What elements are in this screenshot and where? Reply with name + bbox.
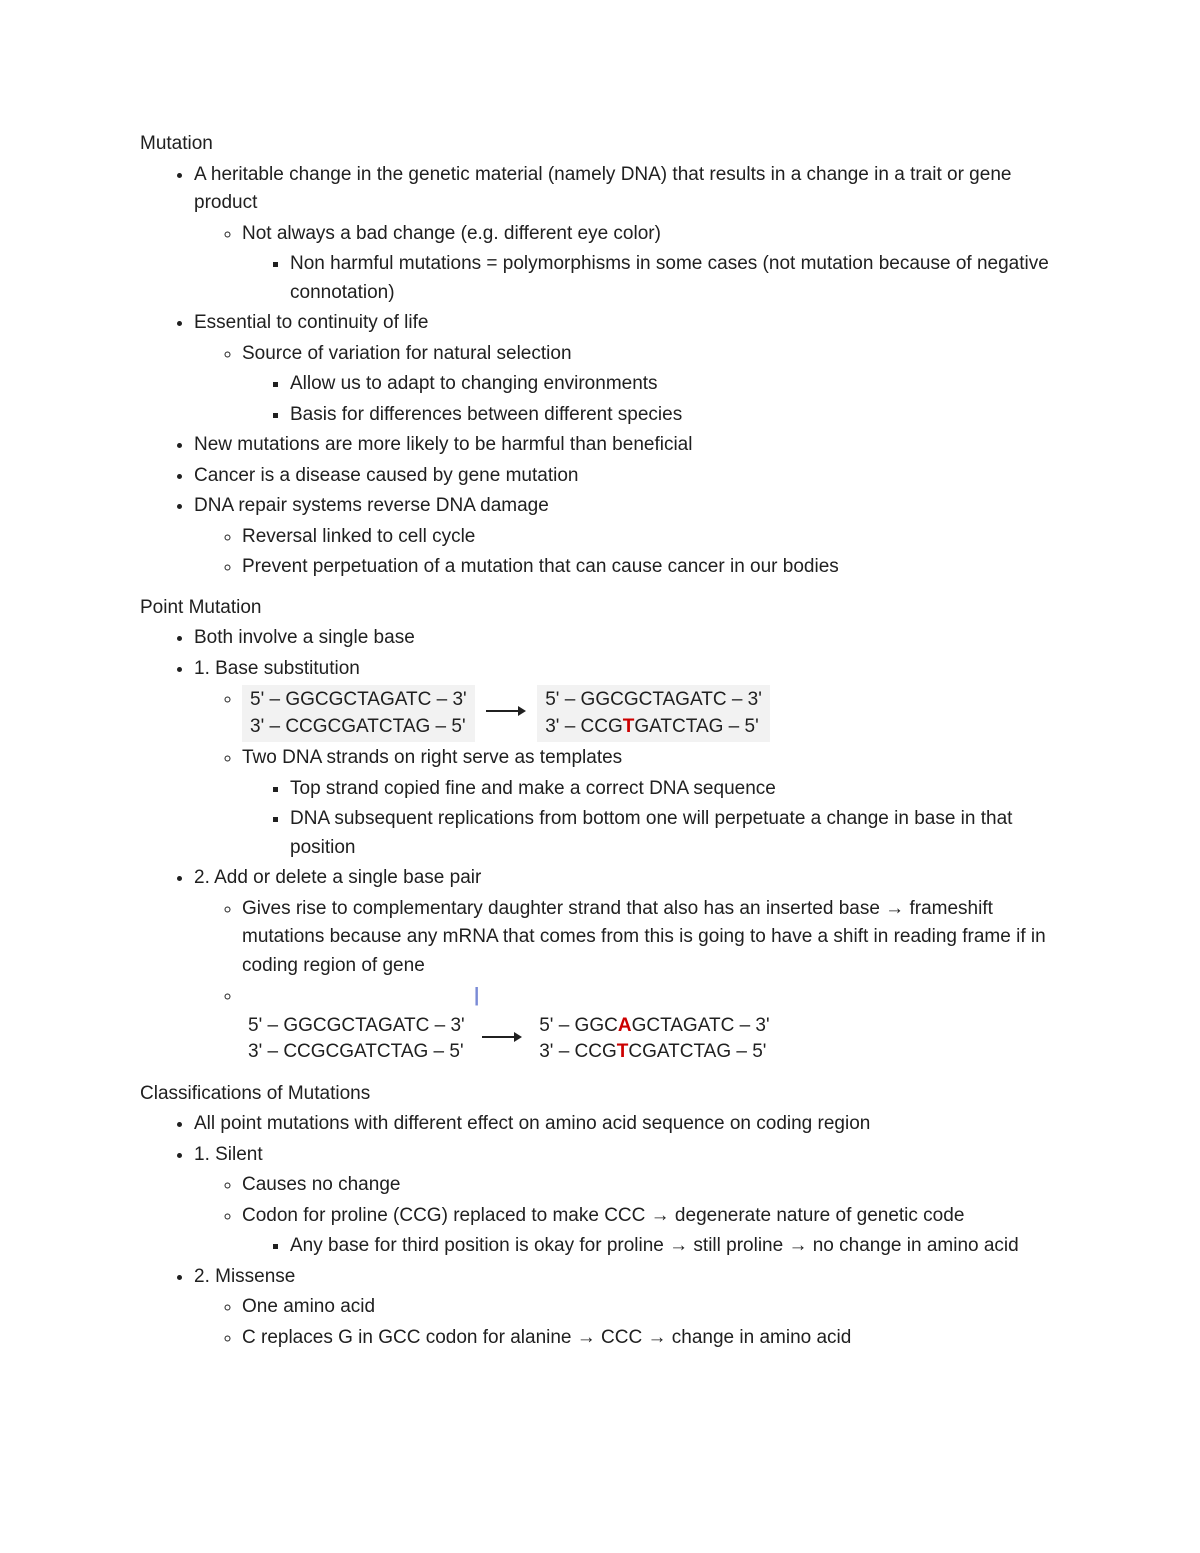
list-classifications: All point mutations with different effec… bbox=[140, 1110, 1060, 1352]
sublist: One amino acid C replaces G in GCC codon… bbox=[194, 1293, 1060, 1352]
sublist: Reversal linked to cell cycle Prevent pe… bbox=[194, 523, 1060, 582]
list-item: C replaces G in GCC codon for alanine → … bbox=[242, 1324, 1060, 1353]
insertion-marker-icon: | bbox=[474, 982, 479, 1011]
list-item: Source of variation for natural selectio… bbox=[242, 340, 1060, 430]
list-item: DNA subsequent replications from bottom … bbox=[290, 805, 1060, 862]
list-mutation: A heritable change in the genetic materi… bbox=[140, 161, 1060, 582]
text: Basis for differences between different … bbox=[290, 404, 682, 425]
dna-right: 5' – GGCAGCTAGATC – 3' 3' – CCGTCGATCTAG… bbox=[533, 1011, 775, 1068]
list-item: A heritable change in the genetic materi… bbox=[194, 161, 1060, 308]
heading-classifications: Classifications of Mutations bbox=[140, 1080, 1060, 1109]
list-item: Allow us to adapt to changing environmen… bbox=[290, 370, 1060, 399]
dna-strand: 3' – CCGCGATCTAG – 5' bbox=[248, 1041, 464, 1062]
text: DNA repair systems reverse DNA damage bbox=[194, 495, 549, 516]
text: Source of variation for natural selectio… bbox=[242, 343, 572, 364]
text: A heritable change in the genetic materi… bbox=[194, 164, 1011, 214]
mutated-base: T bbox=[623, 716, 635, 737]
dna-left: 5' – GGCGCTAGATC – 3' 3' – CCGCGATCTAG –… bbox=[242, 685, 475, 742]
dna-strand: 5' – GGCAGCTAGATC – 3' bbox=[539, 1015, 769, 1036]
text: 2. Add or delete a single base pair bbox=[194, 867, 481, 888]
list-item: 1. Silent Causes no change Codon for pro… bbox=[194, 1141, 1060, 1261]
arrow-icon bbox=[486, 699, 526, 728]
text: Non harmful mutations = polymorphisms in… bbox=[290, 253, 1049, 303]
arrow-icon bbox=[482, 1025, 522, 1054]
text: Causes no change bbox=[242, 1174, 400, 1195]
dna-diagram-substitution: 5' – GGCGCTAGATC – 3' 3' – CCGCGATCTAG –… bbox=[242, 685, 1060, 742]
text: New mutations are more likely to be harm… bbox=[194, 434, 692, 455]
text: Both involve a single base bbox=[194, 627, 415, 648]
list-item: One amino acid bbox=[242, 1293, 1060, 1322]
list-item: Causes no change bbox=[242, 1171, 1060, 1200]
list-item: 1. Base substitution 5' – GGCGCTAGATC – … bbox=[194, 655, 1060, 863]
sublist: Gives rise to complementary daughter str… bbox=[194, 895, 1060, 1068]
sublist: Top strand copied fine and make a correc… bbox=[242, 775, 1060, 863]
text: Codon for proline (CCG) replaced to make… bbox=[242, 1205, 964, 1226]
text: Top strand copied fine and make a correc… bbox=[290, 778, 776, 799]
document-page: Mutation A heritable change in the genet… bbox=[0, 0, 1200, 1553]
heading-point-mutation: Point Mutation bbox=[140, 594, 1060, 623]
text: Any base for third position is okay for … bbox=[290, 1235, 1019, 1256]
sublist: Causes no change Codon for proline (CCG)… bbox=[194, 1171, 1060, 1261]
sublist: Allow us to adapt to changing environmen… bbox=[242, 370, 1060, 429]
dna-diagram-insertion: | 5' – GGCGCTAGATC – 3' 3' – CCGCGATCTAG… bbox=[242, 982, 1060, 1068]
text: Cancer is a disease caused by gene mutat… bbox=[194, 465, 578, 486]
text: All point mutations with different effec… bbox=[194, 1113, 870, 1134]
dna-strand: 3' – CCGTCGATCTAG – 5' bbox=[539, 1041, 766, 1062]
list-item: Not always a bad change (e.g. different … bbox=[242, 220, 1060, 308]
heading-mutation: Mutation bbox=[140, 130, 1060, 159]
list-item: Essential to continuity of life Source o… bbox=[194, 309, 1060, 429]
mutated-base: A bbox=[618, 1015, 632, 1036]
list-item: Gives rise to complementary daughter str… bbox=[242, 895, 1060, 981]
text: 2. Missense bbox=[194, 1266, 295, 1287]
text: 1. Base substitution bbox=[194, 658, 360, 679]
text: Reversal linked to cell cycle bbox=[242, 526, 475, 547]
dna-left: 5' – GGCGCTAGATC – 3' 3' – CCGCGATCTAG –… bbox=[242, 1011, 471, 1068]
list-item: Cancer is a disease caused by gene mutat… bbox=[194, 462, 1060, 491]
sublist: Non harmful mutations = polymorphisms in… bbox=[242, 250, 1060, 307]
list-item: All point mutations with different effec… bbox=[194, 1110, 1060, 1139]
text: One amino acid bbox=[242, 1296, 375, 1317]
text: Not always a bad change (e.g. different … bbox=[242, 223, 661, 244]
dna-strand: 3' – CCGCGATCTAG – 5' bbox=[250, 716, 466, 737]
list-item: Reversal linked to cell cycle bbox=[242, 523, 1060, 552]
list-item: Both involve a single base bbox=[194, 624, 1060, 653]
text: 1. Silent bbox=[194, 1144, 263, 1165]
dna-strand: 3' – CCGTGATCTAG – 5' bbox=[545, 716, 759, 737]
list-item: Prevent perpetuation of a mutation that … bbox=[242, 553, 1060, 582]
text: Allow us to adapt to changing environmen… bbox=[290, 373, 658, 394]
list-item: 2. Add or delete a single base pair Give… bbox=[194, 864, 1060, 1068]
text: DNA subsequent replications from bottom … bbox=[290, 808, 1012, 858]
list-item: Basis for differences between different … bbox=[290, 401, 1060, 430]
list-point-mutation: Both involve a single base 1. Base subst… bbox=[140, 624, 1060, 1068]
sublist: 5' – GGCGCTAGATC – 3' 3' – CCGCGATCTAG –… bbox=[194, 685, 1060, 862]
dna-strand: 5' – GGCGCTAGATC – 3' bbox=[545, 689, 762, 710]
sublist: Source of variation for natural selectio… bbox=[194, 340, 1060, 430]
list-item: Top strand copied fine and make a correc… bbox=[290, 775, 1060, 804]
text: Gives rise to complementary daughter str… bbox=[242, 898, 1046, 976]
list-item: Two DNA strands on right serve as templa… bbox=[242, 744, 1060, 862]
dna-right: 5' – GGCGCTAGATC – 3' 3' – CCGTGATCTAG –… bbox=[537, 685, 770, 742]
text: Prevent perpetuation of a mutation that … bbox=[242, 556, 839, 577]
sublist: Any base for third position is okay for … bbox=[242, 1232, 1060, 1261]
dna-strand: 5' – GGCGCTAGATC – 3' bbox=[250, 689, 467, 710]
mutated-base: T bbox=[617, 1041, 629, 1062]
sublist: Not always a bad change (e.g. different … bbox=[194, 220, 1060, 308]
list-item: 2. Missense One amino acid C replaces G … bbox=[194, 1263, 1060, 1353]
list-item: Non harmful mutations = polymorphisms in… bbox=[290, 250, 1060, 307]
list-item: Any base for third position is okay for … bbox=[290, 1232, 1060, 1261]
text: Essential to continuity of life bbox=[194, 312, 428, 333]
list-item: DNA repair systems reverse DNA damage Re… bbox=[194, 492, 1060, 582]
list-item: Codon for proline (CCG) replaced to make… bbox=[242, 1202, 1060, 1261]
text: Two DNA strands on right serve as templa… bbox=[242, 747, 622, 768]
dna-strand: 5' – GGCGCTAGATC – 3' bbox=[248, 1015, 465, 1036]
text: C replaces G in GCC codon for alanine → … bbox=[242, 1327, 851, 1348]
list-item: New mutations are more likely to be harm… bbox=[194, 431, 1060, 460]
